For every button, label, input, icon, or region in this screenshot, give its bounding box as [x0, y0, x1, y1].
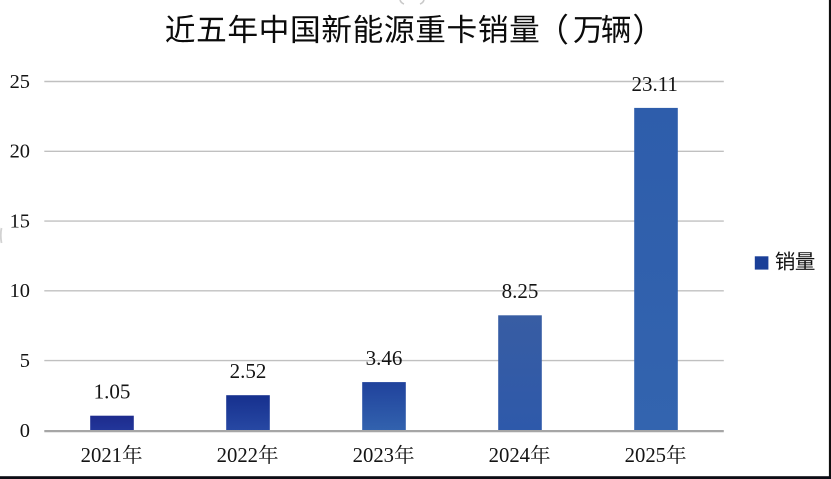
svg-text:5: 5 [20, 350, 30, 372]
svg-text:25: 25 [10, 71, 30, 93]
svg-text:23.11: 23.11 [631, 72, 677, 96]
svg-text:3.46: 3.46 [366, 346, 403, 370]
svg-text:15: 15 [10, 211, 30, 233]
svg-text:8.25: 8.25 [502, 279, 539, 303]
svg-text:2025: 2025 [625, 445, 666, 467]
svg-text:10: 10 [10, 280, 30, 302]
svg-text:2.52: 2.52 [230, 359, 267, 383]
svg-text:2021: 2021 [81, 445, 122, 467]
svg-text:0: 0 [20, 420, 30, 442]
svg-text:20: 20 [10, 141, 30, 163]
svg-text:2023: 2023 [353, 445, 394, 467]
svg-text:2024: 2024 [489, 445, 531, 467]
svg-text:1.05: 1.05 [94, 380, 131, 404]
svg-text:2022: 2022 [217, 445, 258, 467]
